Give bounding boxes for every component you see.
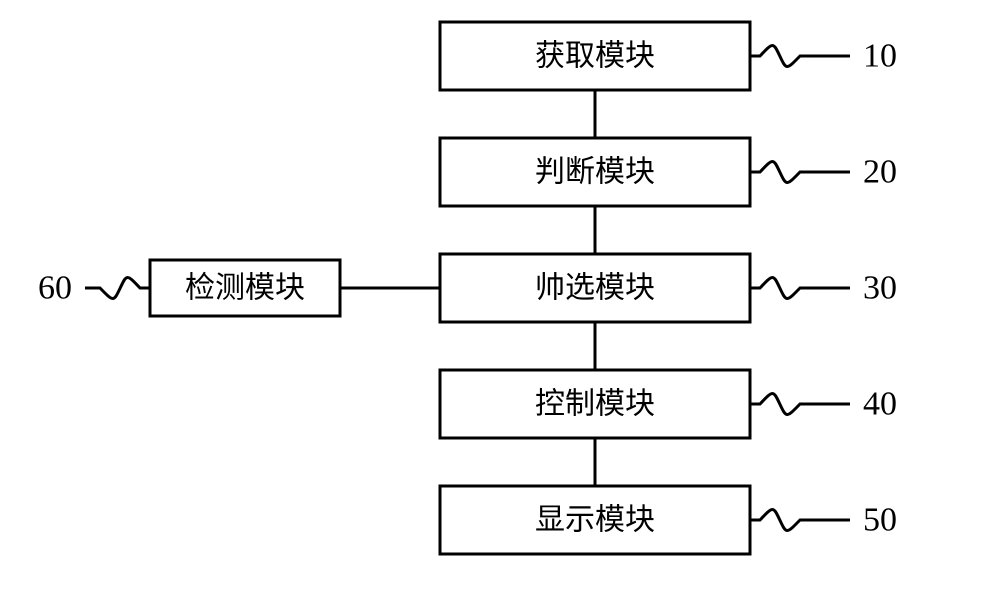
callout-c50-text: 50 [863, 502, 897, 539]
node-n10: 获取模块 [440, 22, 750, 90]
node-n40-label: 控制模块 [535, 388, 655, 421]
callout-c40-text: 40 [863, 386, 897, 423]
callout-c60-lead [85, 278, 150, 299]
callout-c30-text: 30 [863, 270, 897, 307]
callout-c40-lead [750, 394, 850, 415]
node-n50-label: 显示模块 [535, 504, 655, 537]
callout-c60-text: 60 [38, 270, 72, 307]
node-n30-label: 帅选模块 [535, 272, 655, 305]
node-n10-label: 获取模块 [535, 40, 655, 73]
node-n20: 判断模块 [440, 138, 750, 206]
node-n20-label: 判断模块 [535, 156, 655, 189]
node-n50: 显示模块 [440, 486, 750, 554]
callout-c20-text: 20 [863, 154, 897, 191]
node-n60-label: 检测模块 [185, 272, 305, 305]
node-n60: 检测模块 [150, 260, 340, 316]
callout-c10-lead [750, 46, 850, 67]
node-n30: 帅选模块 [440, 254, 750, 322]
node-n40: 控制模块 [440, 370, 750, 438]
flowchart-canvas: 获取模块判断模块帅选模块控制模块显示模块 检测模块 10 20 30 40 50 60 [0, 0, 1000, 605]
callout-c50-lead [750, 510, 850, 531]
callout-c20-lead [750, 162, 850, 183]
callout-c30-lead [750, 278, 850, 299]
callout-c10-text: 10 [863, 38, 897, 75]
